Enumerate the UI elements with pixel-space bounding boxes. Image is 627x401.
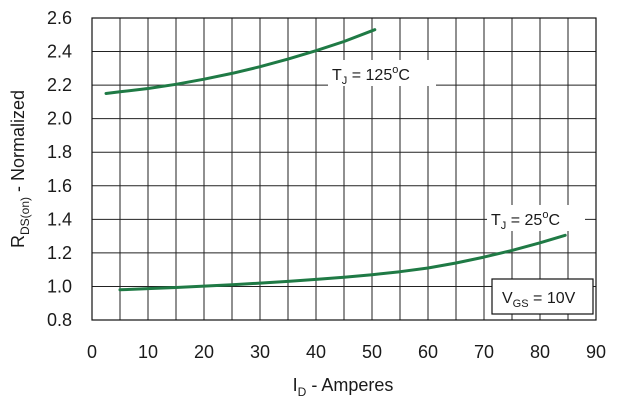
y-tick-label: 1.4 [47,209,72,229]
x-axis-title: ID - Amperes [293,375,394,399]
annotation-125c-label: TJ = 125oC [332,64,410,87]
annotation-vgs-label: VGS = 10V [502,290,576,310]
y-tick-labels: 0.8 1.0 1.2 1.4 1.6 1.8 2.0 2.2 2.4 2.6 [47,8,72,330]
x-tick-label: 0 [87,342,97,362]
y-tick-label: 1.6 [47,176,72,196]
series-lines [104,28,567,292]
series-line-25c [118,233,567,292]
x-tick-label: 10 [138,342,158,362]
y-tick-label: 1.8 [47,142,72,162]
x-tick-label: 30 [250,342,270,362]
annotation-25c-label: TJ = 25oC [491,209,560,232]
x-tick-label: 80 [530,342,550,362]
y-tick-label: 2.6 [47,8,72,28]
y-axis-title: RDS(on) - Normalized [8,90,32,248]
y-tick-label: 1.2 [47,243,72,263]
annotation-125c-bg [328,60,436,86]
x-tick-label: 60 [418,342,438,362]
x-tick-label: 50 [362,342,382,362]
y-tick-label: 2.2 [47,75,72,95]
y-tick-label: 2.0 [47,109,72,129]
annotation-vgs-box [491,278,594,315]
x-tick-label: 20 [194,342,214,362]
x-tick-label: 70 [474,342,494,362]
y-tick-label: 1.0 [47,276,72,296]
x-tick-labels: 0 10 20 30 40 50 60 70 80 90 [87,342,606,362]
annotation-25c: TJ = 25oC [487,205,585,232]
y-tick-label: 0.8 [47,310,72,330]
annotation-25c-bg [487,205,585,231]
annotation-125c: TJ = 125oC [328,60,436,87]
annotation-vgs: VGS = 10V [491,278,594,315]
x-tick-label: 40 [306,342,326,362]
y-tick-label: 2.4 [47,42,72,62]
x-tick-label: 90 [586,342,606,362]
series-line-125c [104,28,377,95]
plot-frame [91,17,597,321]
